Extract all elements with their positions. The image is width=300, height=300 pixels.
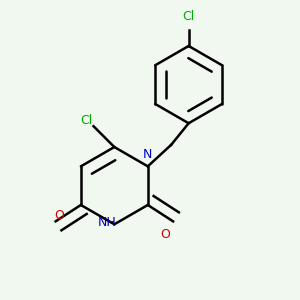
Text: O: O xyxy=(54,209,64,222)
Text: Cl: Cl xyxy=(182,10,195,23)
Text: Cl: Cl xyxy=(80,114,92,127)
Text: O: O xyxy=(160,228,170,241)
Text: NH: NH xyxy=(98,216,116,229)
Text: N: N xyxy=(142,148,152,161)
